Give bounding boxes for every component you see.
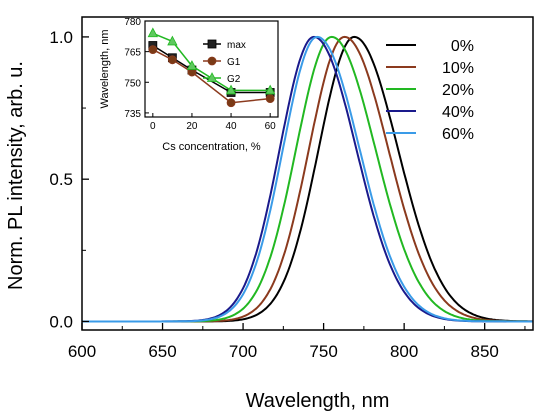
inset-frame: [144, 20, 279, 118]
y-axis-title: Norm. PL intensity, arb. u.: [5, 61, 27, 290]
x-tick-label-3: 750: [309, 342, 337, 361]
inset-point-G2-1: [167, 35, 178, 46]
x-tick-label-0: 600: [68, 342, 96, 361]
inset-x-tick-label-1: 20: [186, 121, 198, 132]
inset-point-G1-3: [226, 98, 236, 108]
inset-y-tick-label-3: 780: [124, 17, 141, 28]
inset-background: [145, 21, 278, 117]
legend-label-4: 60%: [442, 126, 474, 143]
inset-y-tick-label-0: 735: [124, 109, 141, 120]
pl-curve-4: [82, 35, 533, 323]
y-tick-label-2: 1.0: [49, 28, 73, 47]
inset-point-G1-0: [148, 45, 158, 54]
inset-y-tick-label-2: 765: [124, 48, 141, 59]
x-tick-label-2: 700: [229, 342, 257, 361]
x-tick-label-1: 650: [148, 342, 176, 361]
inset-x-tick-label-2: 40: [225, 121, 237, 132]
inset-point-G2-3: [225, 84, 237, 95]
inset-x-tick-label-3: 60: [265, 121, 277, 132]
y-tick-label-1: 0.5: [49, 170, 73, 189]
inset-legend-label-0: max: [227, 40, 246, 51]
legend-label-1: 10%: [442, 60, 474, 77]
inset-x-tick-label-0: 0: [150, 121, 156, 132]
inset-legend-marker-1: [207, 56, 217, 66]
inset-legend-label-1: G1: [227, 57, 241, 68]
inset-point-G2-2: [186, 60, 198, 70]
x-tick-label-4: 800: [390, 342, 418, 361]
inset-point-G2-4: [265, 84, 276, 95]
inset-point-G1-4: [265, 94, 275, 104]
y-tick-label-0: 0.0: [49, 312, 73, 331]
x-axis-title: Wavelength, nm: [246, 390, 390, 412]
legend-label-2: 20%: [442, 82, 474, 99]
inset-point-G1-1: [167, 55, 177, 65]
inset-x-axis-title: Cs concentration, %: [162, 141, 261, 153]
inset-legend-marker-0: [207, 39, 217, 49]
inset-legend-label-2: G2: [227, 74, 241, 85]
legend-label-0: 0%: [451, 38, 474, 55]
inset-legend-marker-2: [206, 72, 218, 82]
inset-y-tick-label-1: 750: [124, 78, 141, 89]
x-tick-label-5: 850: [470, 342, 498, 361]
inset-point-G2-0: [147, 27, 158, 38]
main-plot-frame: [81, 16, 534, 331]
inset-y-axis-title: Wavelength, nm: [99, 29, 111, 108]
legend-label-3: 40%: [442, 104, 474, 121]
inset-plot: 0 20 40 60 735 750 765 780 Cs concentration, % Wa…: [99, 17, 279, 153]
